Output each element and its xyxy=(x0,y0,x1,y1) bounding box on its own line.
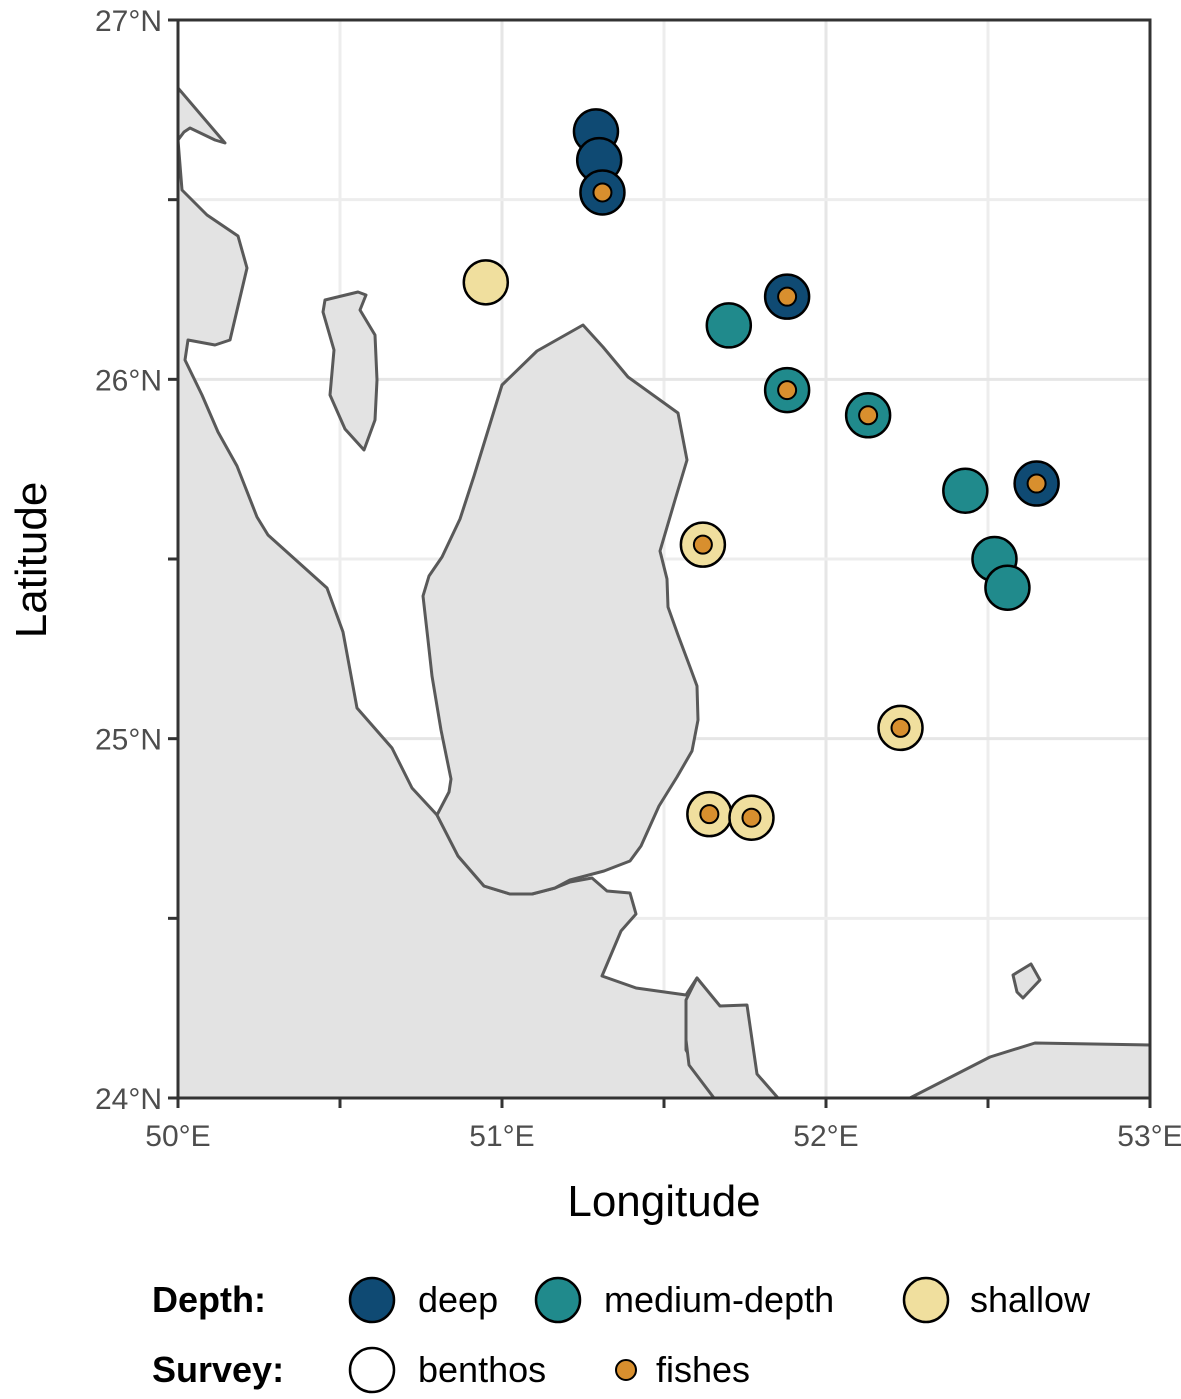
fish-survey-marker xyxy=(858,405,879,426)
y-tick-label: 26°N xyxy=(95,364,162,397)
x-tick-label: 53°E xyxy=(1117,1120,1181,1153)
legend-benthos-label: benthos xyxy=(418,1349,546,1390)
legend-benthos-key xyxy=(348,1346,396,1394)
land-uae-west xyxy=(684,976,780,1098)
y-tick-label: 25°N xyxy=(95,724,162,757)
land-uae-east xyxy=(908,1041,1150,1098)
y-axis: 24°N 25°N 26°N 27°N xyxy=(95,5,178,1116)
sample-point-medium-depth xyxy=(705,302,753,349)
sample-point-medium-depth xyxy=(942,467,989,514)
x-axis-title: Longitude xyxy=(567,1177,760,1226)
legend-survey-title: Survey: xyxy=(152,1349,284,1390)
y-tick-label: 27°N xyxy=(95,5,162,38)
fish-survey-marker xyxy=(741,807,762,828)
land-bahrain xyxy=(321,290,379,452)
fish-survey-marker xyxy=(699,804,720,825)
legend-fishes-label: fishes xyxy=(656,1349,750,1390)
x-axis: 50°E 51°E 52°E 53°E xyxy=(145,1098,1181,1153)
fish-survey-marker xyxy=(890,717,911,738)
legend-deep-label: deep xyxy=(418,1279,498,1320)
fish-survey-marker xyxy=(592,182,613,203)
land-layer xyxy=(178,86,1150,1098)
sampling-points xyxy=(462,108,1060,841)
fish-survey-marker xyxy=(692,534,713,555)
sample-point-shallow xyxy=(462,259,510,306)
land-small-island xyxy=(1011,962,1042,1000)
legend-deep-key xyxy=(348,1276,396,1324)
y-tick-label: 24°N xyxy=(95,1083,162,1116)
fish-survey-marker xyxy=(1026,473,1047,494)
x-tick-label: 52°E xyxy=(793,1120,858,1153)
sample-point-medium-depth xyxy=(984,564,1031,611)
legend-medium-depth-key xyxy=(534,1276,582,1324)
legend-shallow-label: shallow xyxy=(970,1279,1091,1320)
legend: Depth: Survey: deep medium-depth shallow… xyxy=(152,1276,1091,1394)
land-qatar xyxy=(421,323,700,896)
x-tick-label: 51°E xyxy=(469,1120,534,1153)
legend-fishes-key xyxy=(615,1359,637,1381)
y-axis-title: Latitude xyxy=(7,482,56,639)
legend-shallow-key xyxy=(902,1276,950,1324)
legend-depth-title: Depth: xyxy=(152,1279,266,1320)
fish-survey-marker xyxy=(777,380,798,401)
legend-medium-depth-label: medium-depth xyxy=(604,1279,834,1320)
x-tick-label: 50°E xyxy=(145,1120,210,1153)
fish-survey-marker xyxy=(777,286,798,307)
